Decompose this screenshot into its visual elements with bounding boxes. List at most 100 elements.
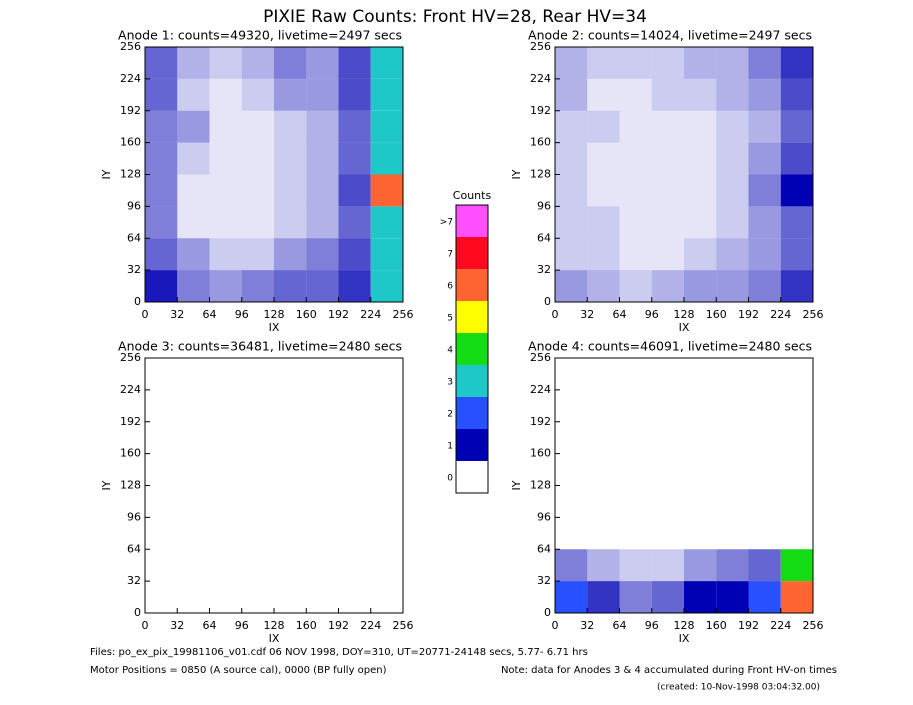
- y-tick-label: 64: [537, 231, 551, 244]
- x-tick-label: 128: [674, 619, 695, 632]
- y-tick-label: 32: [127, 263, 141, 276]
- heat-cell: [370, 142, 403, 175]
- heat-cell: [748, 47, 781, 79]
- x-tick-label: 64: [613, 619, 627, 632]
- heat-cell: [306, 174, 339, 207]
- y-tick-label: 192: [530, 415, 551, 428]
- colorbar-cell: [456, 301, 488, 333]
- footer-motor: Motor Positions = 0850 (A source cal), 0…: [90, 665, 387, 676]
- heat-cell: [684, 110, 717, 143]
- heat-cell: [274, 78, 307, 111]
- y-tick-label: 0: [544, 606, 551, 619]
- colorbar-cell: [456, 397, 488, 429]
- x-tick-label: 192: [328, 619, 349, 632]
- y-tick-label: 32: [537, 574, 551, 587]
- x-tick-label: 256: [393, 308, 414, 321]
- x-tick-label: 64: [203, 619, 217, 632]
- heat-cell: [619, 206, 652, 239]
- heat-cell: [555, 142, 588, 175]
- heat-cell: [716, 174, 749, 207]
- heat-cell: [684, 78, 717, 111]
- heat-cell: [619, 142, 652, 175]
- heat-cell: [748, 270, 781, 302]
- heat-cell: [748, 581, 781, 613]
- x-tick-label: 0: [552, 308, 559, 321]
- x-axis-label: IX: [679, 632, 690, 645]
- y-tick-label: 0: [134, 606, 141, 619]
- y-tick-label: 224: [530, 72, 551, 85]
- x-tick-label: 224: [770, 619, 791, 632]
- x-tick-label: 192: [738, 308, 759, 321]
- heat-cell: [145, 270, 178, 302]
- heat-cell: [684, 549, 717, 582]
- panel-title: Anode 1: counts=49320, livetime=2497 sec…: [118, 28, 402, 43]
- heat-cell: [306, 142, 339, 175]
- x-tick-label: 160: [706, 308, 727, 321]
- heat-cell: [145, 110, 178, 143]
- heat-cell: [338, 78, 371, 111]
- heat-cell: [651, 47, 684, 79]
- x-tick-label: 96: [235, 308, 249, 321]
- y-tick-label: 0: [544, 295, 551, 308]
- heat-cell: [555, 47, 588, 79]
- heat-cell: [651, 270, 684, 302]
- x-tick-label: 160: [706, 619, 727, 632]
- heat-cell: [209, 47, 242, 79]
- x-tick-label: 128: [264, 619, 285, 632]
- heat-cell: [587, 270, 620, 302]
- x-tick-label: 32: [580, 308, 594, 321]
- heat-cell: [748, 238, 781, 271]
- heat-cell: [338, 110, 371, 143]
- heat-cell: [587, 581, 620, 613]
- x-tick-label: 96: [645, 308, 659, 321]
- heat-cell: [587, 110, 620, 143]
- heat-cell: [338, 47, 371, 79]
- y-tick-label: 96: [127, 510, 141, 523]
- x-axis-label: IX: [269, 632, 280, 645]
- heat-cell: [716, 238, 749, 271]
- colorbar-label: 6: [447, 282, 453, 292]
- colorbar-label: 5: [447, 314, 453, 324]
- heat-cell: [716, 47, 749, 79]
- colorbar-cell: [456, 461, 488, 493]
- y-axis-label: IY: [100, 169, 113, 179]
- y-axis-label: IY: [510, 480, 523, 490]
- heat-cell: [748, 549, 781, 582]
- heat-cell: [145, 142, 178, 175]
- panel-title: Anode 2: counts=14024, livetime=2497 sec…: [528, 28, 812, 43]
- heat-cell: [177, 174, 210, 207]
- y-tick-label: 160: [120, 447, 141, 460]
- heat-cell: [716, 110, 749, 143]
- heat-cell: [209, 238, 242, 271]
- heat-cell: [338, 142, 371, 175]
- heat-cell: [274, 110, 307, 143]
- panel-title: Anode 4: counts=46091, livetime=2480 sec…: [528, 339, 812, 354]
- x-tick-label: 96: [235, 619, 249, 632]
- colorbar-label: 7: [447, 250, 453, 260]
- heat-cell: [306, 238, 339, 271]
- heat-cell: [748, 110, 781, 143]
- heat-cell: [555, 549, 588, 582]
- heat-cell: [587, 206, 620, 239]
- y-tick-label: 96: [537, 199, 551, 212]
- heat-cell: [619, 47, 652, 79]
- y-tick-label: 160: [530, 136, 551, 149]
- heat-cell: [177, 238, 210, 271]
- x-tick-label: 32: [170, 308, 184, 321]
- y-tick-label: 128: [120, 479, 141, 492]
- y-tick-label: 64: [537, 542, 551, 555]
- heat-cell: [651, 581, 684, 613]
- y-tick-label: 128: [530, 479, 551, 492]
- x-tick-label: 192: [328, 308, 349, 321]
- heat-cell: [241, 174, 274, 207]
- footer-created: (created: 10-Nov-1998 03:04:32.00): [657, 683, 820, 693]
- heat-cell: [619, 238, 652, 271]
- y-tick-label: 128: [120, 168, 141, 181]
- y-tick-label: 192: [120, 415, 141, 428]
- heat-cell: [338, 238, 371, 271]
- heat-cell: [555, 110, 588, 143]
- heat-cell: [780, 206, 813, 239]
- heat-cell: [145, 47, 178, 79]
- x-tick-label: 128: [264, 308, 285, 321]
- y-tick-label: 224: [120, 383, 141, 396]
